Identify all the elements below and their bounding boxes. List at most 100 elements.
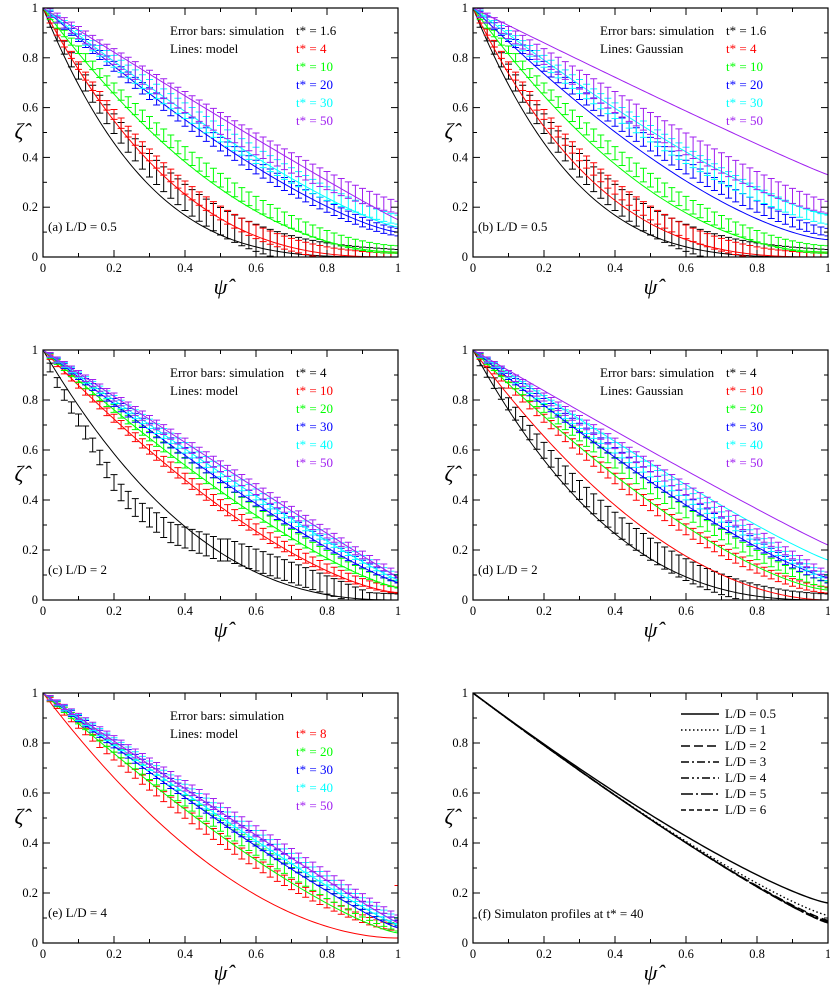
error-bar [96,90,104,101]
legend-entry: t* = 20 [726,401,763,416]
error-bar [661,546,669,570]
legend-header: Lines: model [170,726,239,741]
error-bar [675,478,683,491]
error-bar [611,146,619,161]
panel-label: (b) L/D = 0.5 [478,219,547,234]
legend-header: Error bars: simulation [170,23,285,38]
y-tick-label: 0.8 [452,393,468,407]
error-bar [732,552,740,564]
x-tick-label: 0.6 [678,604,694,618]
error-bar [753,563,761,574]
error-bar [302,567,310,588]
error-bar [689,510,697,523]
error-bar [760,232,768,245]
error-bar [60,29,68,38]
error-bar [675,191,683,207]
error-bar [160,455,168,467]
error-bar [273,207,281,222]
error-bar [689,527,697,540]
error-bar [718,529,725,541]
x-tick-label: 1 [825,604,830,618]
error-bar [53,356,61,363]
error-bar [273,233,281,248]
error-bar [668,513,676,526]
error-bar [124,125,132,138]
error-bar [280,524,288,537]
y-tick-label: 1 [462,686,468,700]
y-axis-label: ζ̂ [15,119,33,144]
error-bar [366,897,374,906]
error-bar [181,180,189,195]
error-bar [160,162,168,176]
x-tick-label: 0.8 [749,261,765,275]
error-bar [512,53,520,63]
error-bar [789,187,796,205]
error-bar [224,538,232,562]
error-bar [110,735,118,745]
error-bar [753,549,761,561]
error-bar [309,243,317,257]
legend-entry: t* = 40 [296,780,333,795]
error-bar [224,209,232,225]
error-bar [604,467,612,479]
error-bar [753,170,761,191]
error-bar [124,56,132,75]
error-bar [554,457,562,477]
error-bar [209,455,217,468]
error-bar [824,249,828,257]
error-bar [373,222,381,232]
error-bar [238,816,246,829]
error-bar [632,488,640,501]
error-bar [675,221,683,236]
error-bar [67,401,75,414]
x-tick-label: 1 [825,947,830,961]
error-bar [174,524,182,546]
y-tick-label: 0 [32,250,38,264]
error-bar [547,450,555,468]
error-bar [188,442,196,454]
x-tick-label: 1 [395,947,401,961]
error-bar [266,515,274,528]
error-bar [316,572,324,593]
error-bar [519,60,527,71]
error-bar [351,888,359,898]
y-tick-label: 0.6 [452,786,468,800]
error-bar [167,521,175,544]
legend-entry: t* = 30 [296,95,333,110]
error-bar [131,61,139,80]
error-bar [490,361,498,368]
error-bar [689,227,697,243]
x-tick-label: 0.2 [536,604,552,618]
error-bar [394,919,398,927]
error-bar [817,579,825,588]
error-bar [231,509,239,522]
error-bar [302,537,310,549]
error-bar [380,563,388,572]
error-bar [583,486,591,508]
y-tick-label: 0.2 [22,886,38,900]
error-bar [295,548,303,560]
error-bar [351,586,359,600]
error-bar [767,537,775,547]
error-bar [789,568,796,577]
error-bar [288,152,295,174]
legend-entry: t* = 10 [726,59,763,74]
x-tick-label: 1 [395,261,401,275]
error-bar [483,356,491,363]
error-bar [696,492,704,504]
error-bar [67,365,75,373]
error-bar [280,235,288,250]
error-bar [266,140,274,163]
error-bar [259,136,267,160]
error-bar [789,578,796,587]
error-bar [796,580,804,589]
error-bar [245,501,253,514]
x-tick-label: 0 [470,261,476,275]
error-bar [746,545,754,557]
legend-entry: t* = 50 [296,113,333,128]
y-tick-label: 0 [462,250,468,264]
error-bar [60,39,68,48]
x-tick-label: 0.8 [749,604,765,618]
error-bar [526,39,534,55]
error-bar [316,167,324,188]
